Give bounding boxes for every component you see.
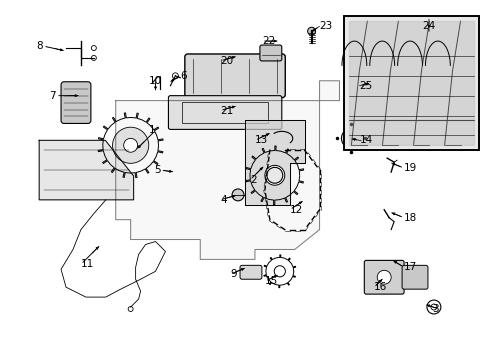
Bar [182,102,267,123]
Text: 11: 11 [81,259,94,269]
Text: 14: 14 [359,135,372,145]
Circle shape [172,73,178,79]
Text: 16: 16 [373,282,386,292]
Text: 4: 4 [220,195,226,205]
Circle shape [346,133,356,143]
Text: 9: 9 [230,269,236,279]
FancyBboxPatch shape [61,82,91,123]
Circle shape [91,46,96,50]
Text: 1: 1 [148,125,155,135]
FancyBboxPatch shape [260,45,281,61]
Text: 7: 7 [49,91,56,101]
Circle shape [232,189,244,201]
Text: 5: 5 [154,165,160,175]
FancyBboxPatch shape [184,54,285,98]
Text: 21: 21 [220,105,233,116]
Text: 18: 18 [403,213,416,223]
Polygon shape [116,81,339,260]
Text: 2: 2 [249,175,256,185]
Text: 12: 12 [289,205,303,215]
FancyBboxPatch shape [364,260,403,294]
Circle shape [91,55,96,60]
Circle shape [430,304,436,310]
Circle shape [264,165,284,185]
Bar [344,16,478,150]
Circle shape [128,306,133,311]
Text: 24: 24 [422,21,435,31]
Text: 8: 8 [37,41,43,51]
FancyBboxPatch shape [240,265,262,279]
Text: 17: 17 [403,262,416,272]
Text: 15: 15 [264,276,278,286]
Circle shape [274,266,285,277]
Circle shape [307,27,315,35]
Text: 20: 20 [220,56,233,66]
Text: 6: 6 [180,71,186,81]
Circle shape [426,300,440,314]
Circle shape [112,127,148,163]
Text: 13: 13 [254,135,267,145]
Text: 10: 10 [149,76,162,86]
Circle shape [341,129,361,148]
Text: 19: 19 [403,163,416,173]
Circle shape [119,134,142,156]
FancyBboxPatch shape [401,265,427,289]
Polygon shape [244,121,304,205]
Polygon shape [349,21,473,145]
Text: 3: 3 [431,304,438,314]
Circle shape [266,167,282,183]
Text: 23: 23 [319,21,332,31]
Text: 25: 25 [359,81,372,91]
Circle shape [123,138,137,152]
Bar [344,16,478,150]
Circle shape [376,270,390,284]
FancyBboxPatch shape [168,96,281,129]
Polygon shape [39,140,133,200]
Text: 22: 22 [262,36,275,46]
